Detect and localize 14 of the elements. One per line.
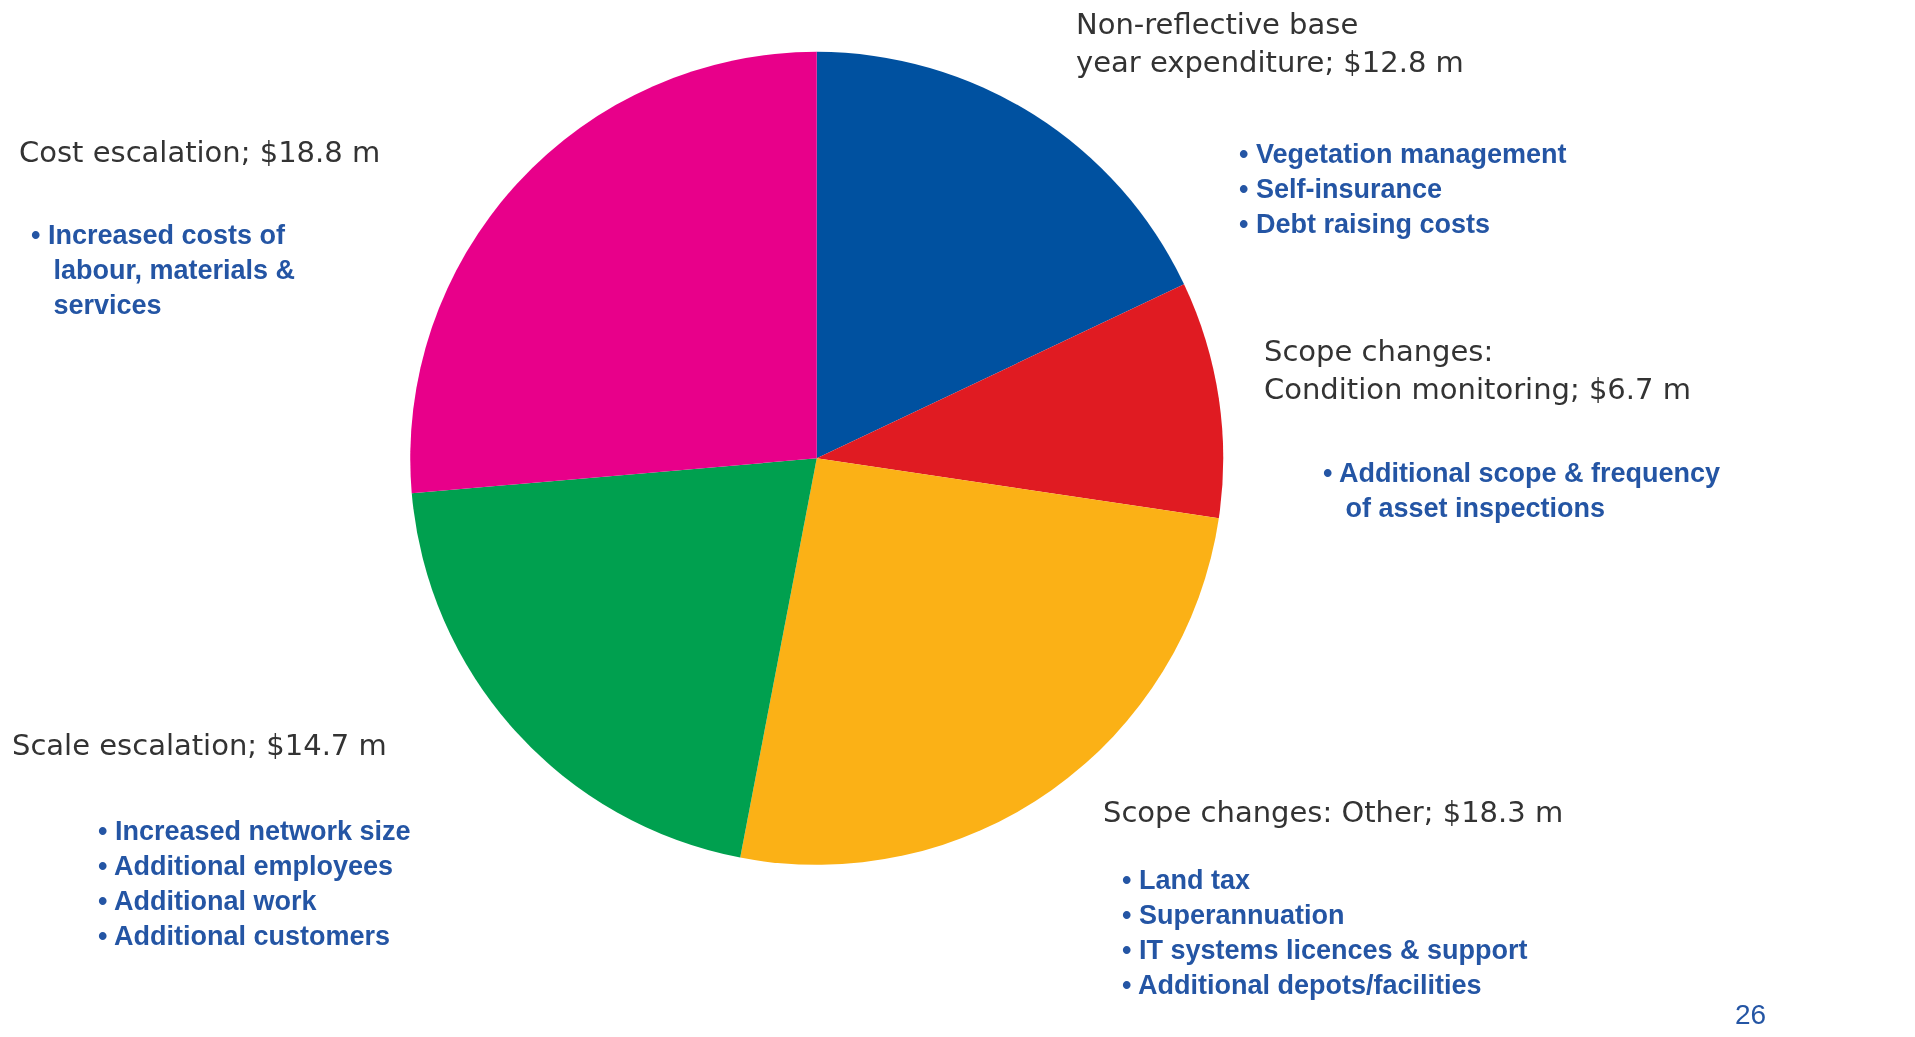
slice-label: Scope changes: Other; $18.3 m [1103,795,1564,829]
text: • Increased costs of labour, materials & services [31,220,296,321]
text: • Increased network size • Additional employees • Additional work • Additional customers [98,816,411,952]
pie-slice [410,51,817,494]
pie-slice [411,458,817,858]
text: • Vegetation management • Self-insurance • Debt raising costs [1239,139,1567,240]
text: 26 [1735,999,1767,1030]
text: • Additional scope & frequency of asset inspections [1323,458,1721,524]
slice-label: Scale escalation; $14.7 m [12,728,387,762]
slice-label: Cost escalation; $18.8 m [19,135,381,169]
text: • Land tax • Superannuation • IT systems licences & support • Additional depots/facilities [1122,865,1528,1001]
slice-label: Non-reflective base year expenditure; $12.8 m [1076,7,1464,79]
pie-slice [816,284,1224,519]
slice-label: Scope changes: Condition monitoring; $6.7 m [1264,334,1691,406]
